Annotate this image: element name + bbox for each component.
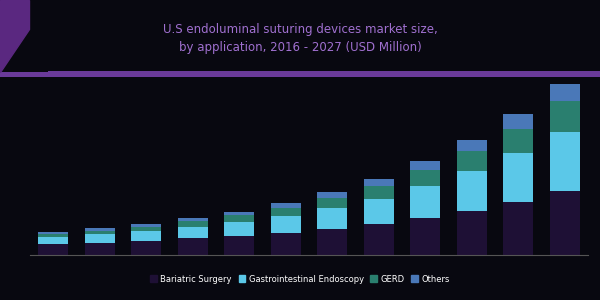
Bar [317,198,347,208]
Bar [131,241,161,255]
Bar [85,242,115,255]
Bar [457,211,487,255]
Bar [364,199,394,224]
Polygon shape [0,0,29,72]
Bar [38,234,68,237]
Bar [550,191,580,255]
Bar [503,114,533,129]
Bar [550,101,580,132]
Bar [85,234,115,242]
Bar [131,231,161,241]
Bar [85,228,115,231]
Bar [364,224,394,255]
Bar [271,216,301,233]
Bar [178,221,208,226]
Bar [364,179,394,186]
Bar [131,226,161,231]
Bar [410,170,440,186]
Bar [503,202,533,255]
Bar [38,237,68,244]
Bar [271,203,301,208]
Bar [178,226,208,238]
Bar [503,129,533,153]
Bar [364,186,394,199]
Text: U.S endoluminal suturing devices market size,
by application, 2016 - 2027 (USD M: U.S endoluminal suturing devices market … [163,23,437,55]
Bar [271,208,301,216]
Bar [224,215,254,222]
Bar [85,231,115,234]
Bar [457,151,487,171]
Bar [224,236,254,255]
Bar [550,84,580,101]
Bar [457,140,487,151]
Bar [38,244,68,255]
Bar [178,218,208,221]
Bar [224,222,254,236]
Legend: Bariatric Surgery, Gastrointestinal Endoscopy, GERD, Others: Bariatric Surgery, Gastrointestinal Endo… [151,274,449,284]
Bar [317,208,347,229]
Bar [224,212,254,215]
Bar [317,192,347,198]
Bar [410,161,440,170]
Bar [503,153,533,202]
Bar [410,186,440,218]
Bar [178,238,208,255]
Bar [317,229,347,255]
Bar [457,171,487,211]
Bar [550,132,580,191]
Bar [131,224,161,226]
Bar [410,218,440,255]
Bar [271,233,301,255]
Bar [38,232,68,234]
